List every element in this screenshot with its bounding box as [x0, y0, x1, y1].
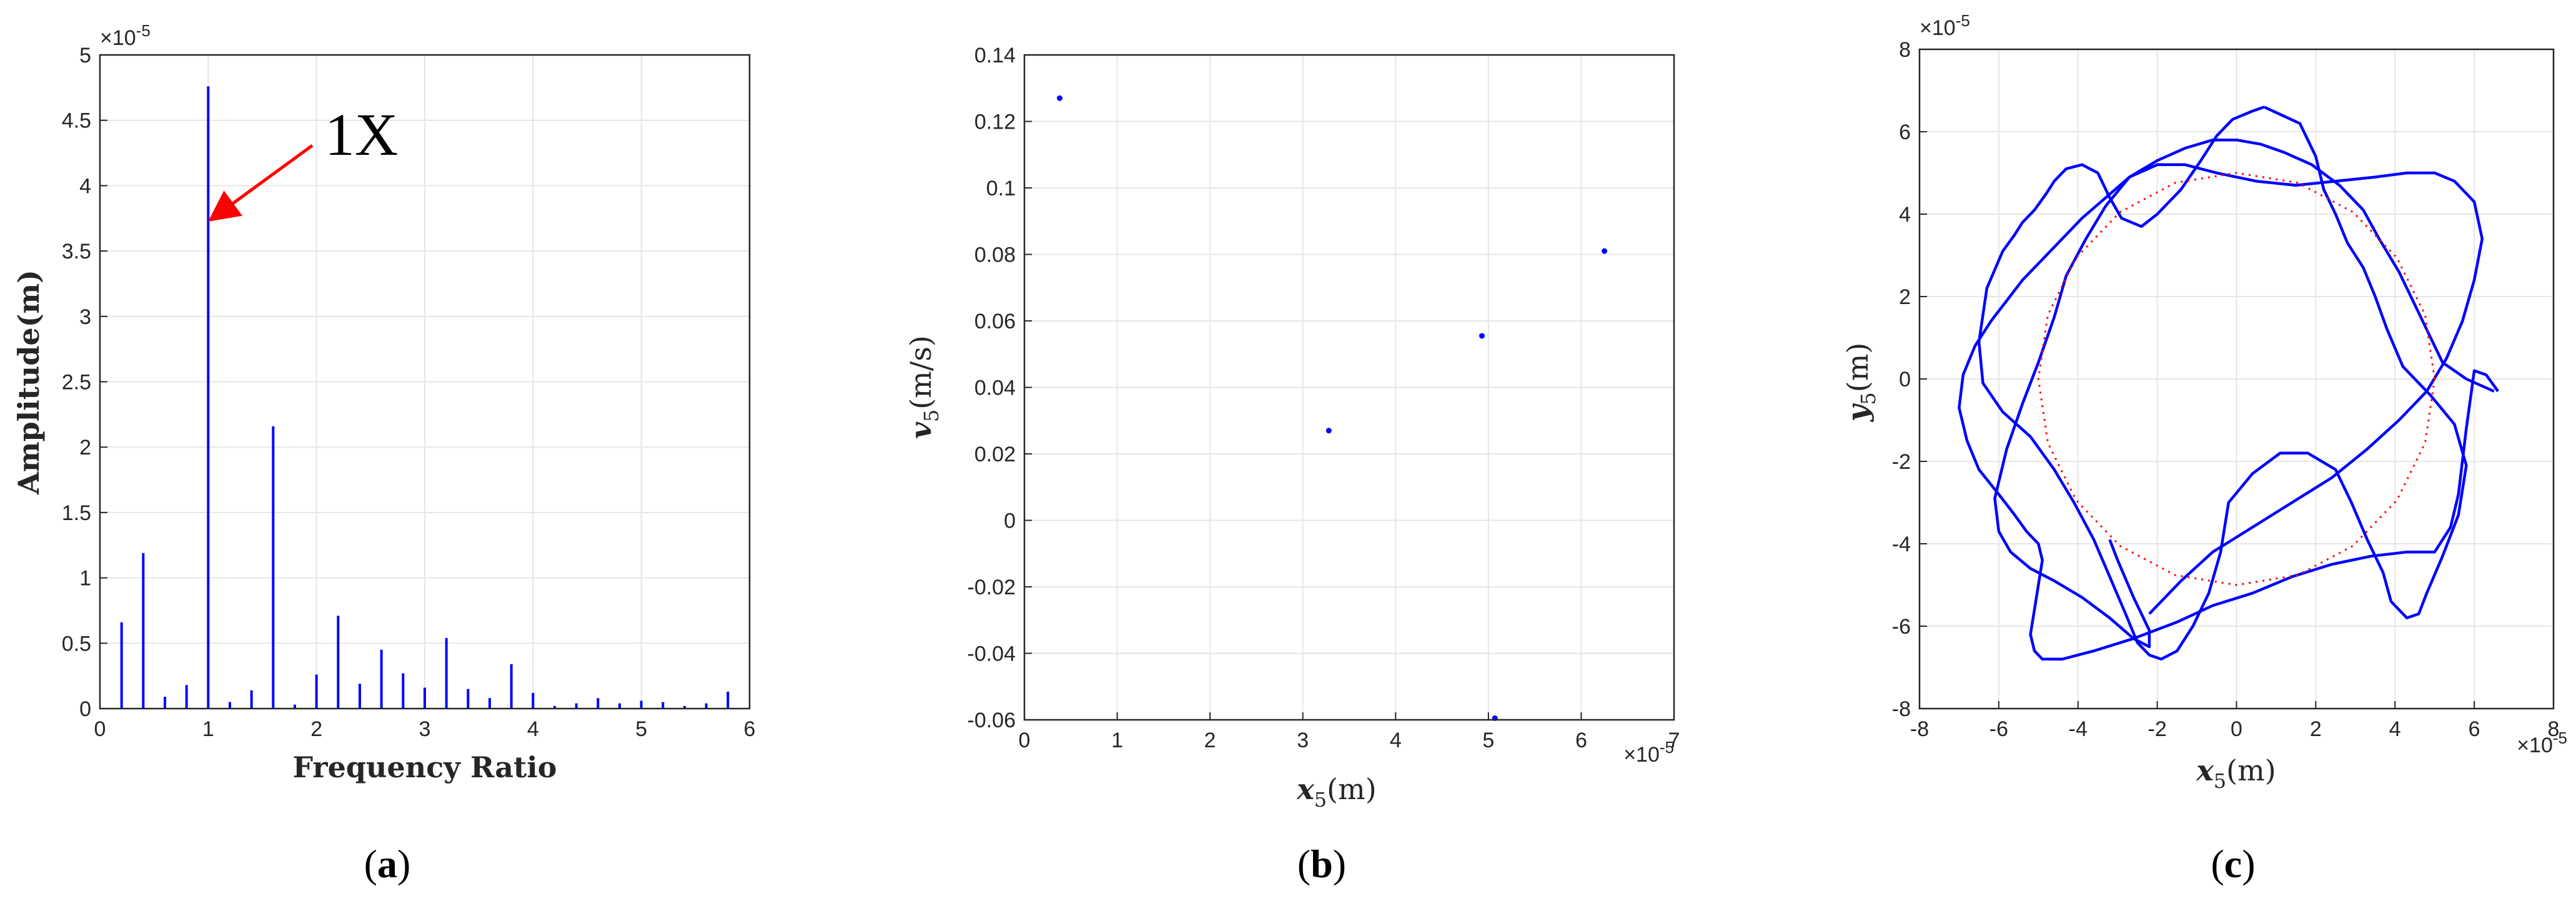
x-tick-label: 2 [1204, 729, 1216, 752]
y-tick-label: 0.02 [974, 443, 1016, 466]
x-tick-label: 5 [1482, 729, 1494, 752]
panel-a-tick-labels: 0 1 2 3 4 5 6 0 0.5 1 1.5 2 2.5 3 3.5 4 4.5 5 [62, 44, 756, 741]
x-tick-label: 3 [1297, 729, 1309, 752]
x-tick-label: 7 [1668, 729, 1680, 752]
y-tick-label: -4 [1892, 533, 1911, 556]
scatter-point [1325, 428, 1332, 434]
panel-b-x-axis-label: x5(m) [1296, 772, 1376, 812]
y-tick-label: 0.1 [986, 177, 1016, 200]
y-tick-label: 4.5 [62, 109, 91, 133]
panel-a-axes-box [99, 54, 751, 710]
y-tick-label: 2 [1899, 285, 1911, 309]
panel-a-caption: (a) [364, 842, 411, 886]
y-tick-label: 1 [79, 567, 91, 591]
y-tick-label: -0.06 [968, 709, 1016, 732]
panel-b-caption: (b) [1297, 842, 1346, 886]
y-tick-label: 6 [1899, 120, 1911, 144]
orbit-series-line [1993, 163, 2484, 649]
panel-a-annotation-label: 1X [325, 101, 398, 168]
x-tick-label: 0 [2231, 717, 2242, 741]
orbit-series-line [1958, 138, 2500, 661]
scatter-point [1602, 248, 1608, 254]
panel-c-caption: (c) [2211, 842, 2255, 886]
y-tick-label: 0.12 [974, 111, 1016, 134]
y-tick-label: 4 [1899, 203, 1911, 227]
panel-b-x-scale-factor: ×10-5 [1623, 738, 1674, 767]
orbit-series-line [1977, 106, 2468, 661]
y-tick-label: 0 [79, 697, 91, 721]
panel-a-grid [99, 54, 750, 709]
panel-c-orbit-lines [1958, 106, 2500, 661]
x-tick-label: 1 [1111, 729, 1123, 752]
x-tick-label: 4 [527, 717, 539, 741]
panel-c-y-scale-factor: ×10-5 [1920, 11, 1970, 40]
y-tick-label: 0.5 [62, 632, 91, 656]
y-tick-label: 8 [1899, 38, 1911, 62]
x-tick-label: 2 [310, 717, 322, 741]
panel-c-y-axis-label: y5(m) [1841, 343, 1880, 423]
x-tick-label: 8 [2548, 717, 2560, 741]
panel-a-frequency-spectrum: 0 1 2 3 4 5 6 0 0.5 1 1.5 2 2.5 3 3.5 4 4.5 5 ×10-5 Frequ… [12, 21, 755, 886]
y-tick-label: 0.06 [974, 310, 1016, 333]
panel-c-rotor-orbit: -8 -6 -4 -2 0 2 4 6 8 -8 -6 -4 -2 0 2 4 6 8 ×10-5 ×10-5 x… [1841, 11, 2567, 886]
y-tick-label: 0 [1899, 368, 1911, 391]
x-tick-label: 5 [635, 717, 647, 741]
reference-circle-line [2037, 172, 2436, 586]
y-tick-label: -0.02 [968, 576, 1016, 599]
scatter-point [1479, 333, 1485, 339]
y-tick-label: 1.5 [62, 501, 91, 525]
y-tick-label: 0 [1004, 509, 1016, 533]
x-tick-label: 4 [1390, 729, 1402, 752]
x-tick-label: 0 [94, 717, 106, 741]
panel-b-axes-box [1023, 54, 1675, 721]
x-tick-label: -4 [2069, 717, 2088, 741]
x-tick-label: 1 [202, 717, 214, 741]
panel-c-tick-labels: -8 -6 -4 -2 0 2 4 6 8 -8 -6 -4 -2 0 2 4 6 8 [1892, 38, 2560, 741]
y-tick-label: -0.04 [968, 642, 1016, 666]
x-tick-label: -8 [1910, 717, 1929, 741]
y-tick-label: -6 [1892, 615, 1911, 639]
x-tick-label: -6 [1989, 717, 2008, 741]
y-tick-label: 3.5 [62, 240, 91, 263]
x-tick-label: 6 [2469, 717, 2480, 741]
y-tick-label: 5 [79, 44, 91, 67]
x-tick-label: 0 [1019, 729, 1031, 752]
panel-c-axes-box [1918, 48, 2555, 710]
scatter-point [1056, 95, 1063, 101]
panel-b-poincare-map: 0 1 2 3 4 5 6 7 -0.06 -0.04 -0.02 0 0.02 0.04 0.06 0.08… [904, 44, 1680, 886]
y-tick-label: 4 [79, 174, 91, 198]
y-tick-label: -2 [1892, 450, 1911, 474]
x-tick-label: 6 [744, 717, 756, 741]
panel-c-x-scale-factor: ×10-5 [2517, 729, 2567, 757]
y-tick-label: 3 [79, 305, 91, 329]
y-tick-label: 0.14 [974, 44, 1016, 67]
y-tick-label: 0.08 [974, 243, 1016, 267]
y-tick-label: 2 [79, 436, 91, 459]
panel-b-grid [1024, 54, 1675, 720]
panel-a-annotation-arrow [207, 144, 314, 222]
panel-a-bars [120, 86, 730, 709]
x-tick-label: 3 [419, 717, 431, 741]
panel-b-y-axis-label: v5(m/s) [904, 335, 943, 439]
panel-a-x-axis-label: Frequency Ratio [293, 750, 557, 784]
x-tick-label: 4 [2389, 717, 2401, 741]
y-tick-label: -8 [1892, 697, 1911, 721]
y-tick-label: 2.5 [62, 371, 91, 395]
x-tick-label: 2 [2310, 717, 2322, 741]
panel-b-points [1056, 95, 1608, 721]
x-tick-label: 6 [1575, 729, 1587, 752]
x-tick-label: -2 [2148, 717, 2167, 741]
panel-c-grid [1919, 49, 2554, 709]
panel-a-y-scale-factor: ×10-5 [100, 21, 151, 50]
y-tick-label: 0.04 [974, 376, 1016, 400]
panel-b-tick-labels: 0 1 2 3 4 5 6 7 -0.06 -0.04 -0.02 0 0.02 0.04 0.06 0.08… [968, 44, 1680, 752]
panel-a-y-axis-label: Amplitude(m) [12, 270, 46, 495]
panel-c-x-axis-label: x5(m) [2196, 754, 2276, 793]
